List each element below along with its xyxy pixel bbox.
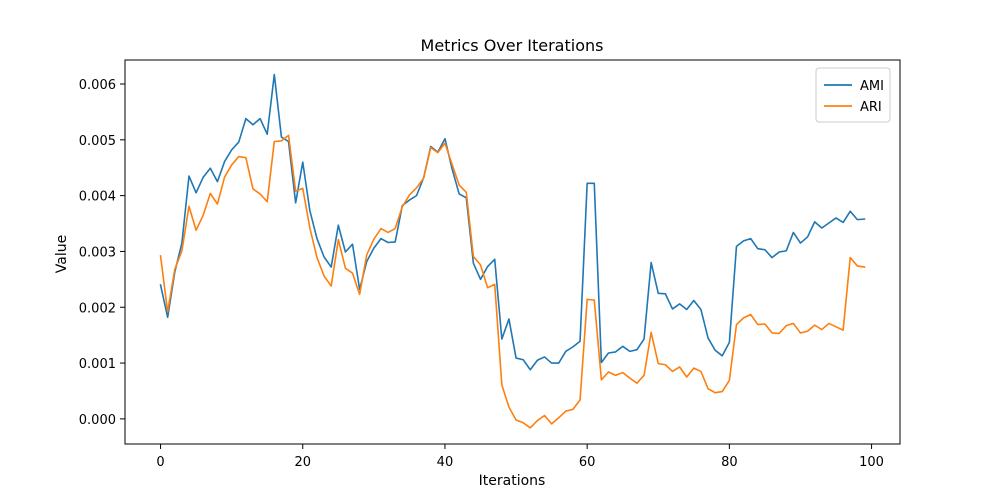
y-tick-label: 0.003 <box>79 245 116 260</box>
legend: AMI ARI <box>815 67 891 123</box>
x-tick-label: 80 <box>721 455 738 470</box>
x-axis: 0 20 40 60 80 100 <box>156 444 884 470</box>
y-axis: 0.000 0.001 0.002 0.003 0.004 0.005 0.006 <box>79 78 125 428</box>
x-tick-label: 100 <box>859 455 884 470</box>
x-tick-label: 40 <box>437 455 454 470</box>
series-line-ari <box>159 134 866 429</box>
x-axis-label: Iterations <box>479 473 546 489</box>
x-tick-label: 0 <box>156 455 164 470</box>
y-tick-label: 0.004 <box>79 190 116 205</box>
axes-frame <box>124 59 901 445</box>
y-axis-label: Value <box>54 235 70 273</box>
legend-label-ari: ARI <box>860 100 882 115</box>
x-tick-label: 20 <box>294 455 311 470</box>
legend-label-ami: AMI <box>860 79 884 94</box>
series-line-ami <box>159 73 866 371</box>
y-tick-label: 0.001 <box>79 357 116 372</box>
x-tick-label: 60 <box>579 455 596 470</box>
legend-box <box>815 67 891 123</box>
chart-title: Metrics Over Iterations <box>421 36 604 55</box>
plot-area <box>159 73 866 429</box>
y-tick-label: 0.006 <box>79 78 116 93</box>
y-tick-label: 0.002 <box>79 301 116 316</box>
y-tick-label: 0.005 <box>79 134 116 149</box>
y-tick-label: 0.000 <box>79 413 116 428</box>
